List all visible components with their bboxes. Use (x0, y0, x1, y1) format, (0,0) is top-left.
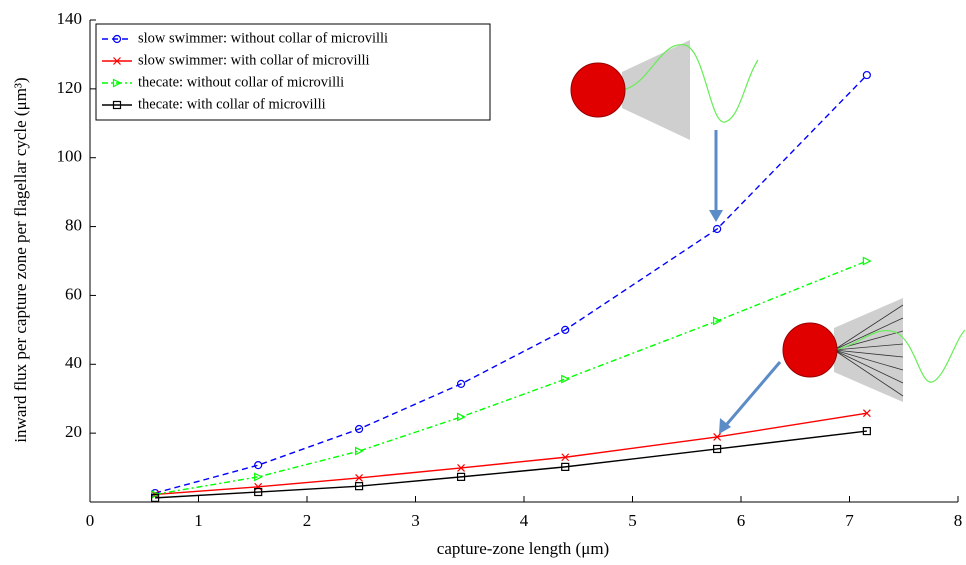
series-line (155, 412, 867, 496)
y-tick-label: 60 (65, 284, 82, 303)
marker (254, 487, 263, 497)
y-tick-label: 80 (65, 215, 82, 234)
x-tick-label: 5 (628, 511, 637, 530)
x-tick-label: 8 (954, 511, 963, 530)
marker (713, 433, 722, 441)
x-tick-label: 4 (520, 511, 529, 530)
marker (254, 472, 264, 482)
marker (561, 453, 570, 462)
marker (354, 482, 364, 491)
marker (862, 70, 871, 80)
legend-label: thecate: without collar of microvilli (138, 74, 344, 90)
series-line (154, 74, 868, 494)
marker (457, 463, 465, 472)
legend: slow swimmer: without collar of microvil… (95, 23, 491, 121)
marker (113, 57, 121, 65)
series-line (154, 260, 868, 496)
illustration (570, 40, 966, 434)
legend-label: slow swimmer: without collar of microvil… (138, 30, 388, 46)
marker (713, 316, 722, 326)
x-tick-label: 3 (411, 511, 420, 530)
marker (112, 78, 122, 88)
y-tick-label: 100 (57, 147, 83, 166)
legend-box (95, 23, 491, 121)
marker (354, 424, 364, 434)
marker (862, 426, 871, 436)
marker (355, 473, 364, 482)
y-tick-label: 120 (57, 78, 83, 97)
marker (254, 461, 263, 470)
marker (112, 34, 122, 44)
x-tick-label: 2 (303, 511, 312, 530)
marker (713, 444, 722, 454)
marker (561, 462, 570, 471)
y-axis-label: inward flux per capture zone per flagell… (11, 77, 30, 442)
marker (713, 224, 722, 234)
marker (456, 379, 466, 389)
legend-label: thecate: with collar of microvilli (138, 96, 326, 112)
series-line (155, 430, 867, 499)
legend-label: slow swimmer: with collar of microvilli (138, 52, 370, 68)
y-tick-label: 40 (65, 353, 82, 372)
x-axis-label: capture-zone length (μm) (437, 539, 609, 558)
marker (456, 412, 466, 422)
y-tick-label: 20 (65, 422, 82, 441)
x-tick-label: 6 (737, 511, 746, 530)
y-tick-label: 140 (57, 9, 83, 28)
marker (561, 374, 571, 384)
marker (862, 409, 871, 418)
marker (354, 446, 364, 456)
x-tick-label: 7 (845, 511, 854, 530)
marker (456, 472, 466, 481)
x-tick-label: 0 (86, 511, 95, 530)
marker (254, 482, 263, 491)
marker (151, 493, 160, 502)
marker (862, 256, 872, 266)
marker (561, 325, 570, 334)
x-tick-label: 1 (194, 511, 203, 530)
marker (112, 100, 122, 110)
